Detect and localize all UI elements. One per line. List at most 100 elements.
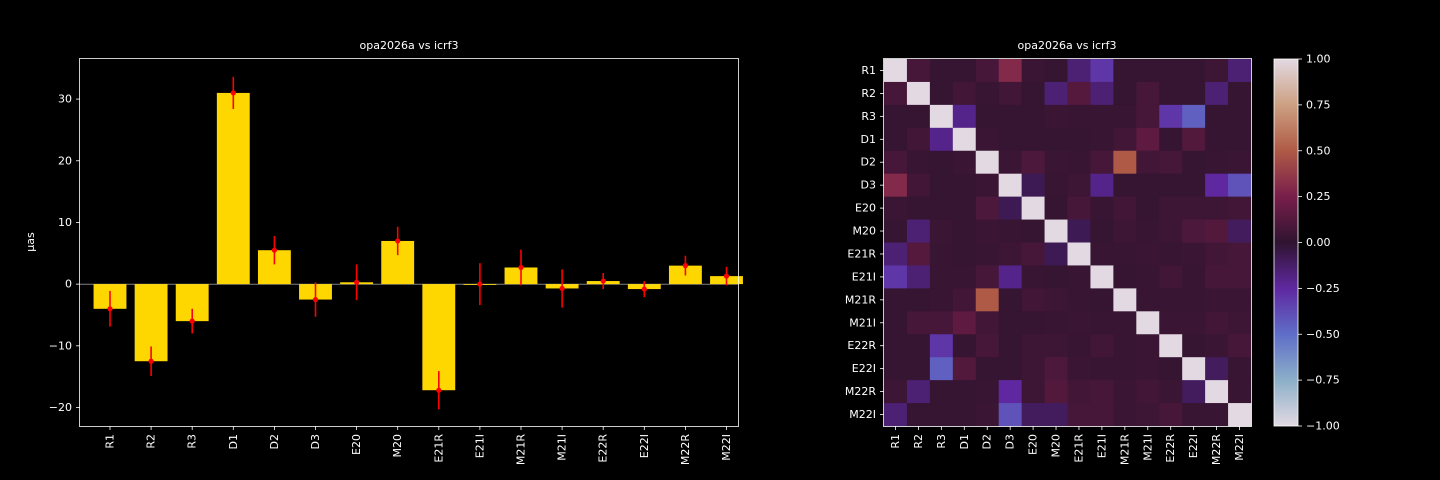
heatmap-cell-R2-E22R (1159, 81, 1183, 106)
heatmap-cell-D1-E22R (1159, 127, 1183, 152)
heatmap-cell-M20-D2 (975, 219, 1000, 243)
heatmap-chart: opa2026a vs icrf3 R1 R2 R3 D1 D2 D3 E20 M20 E21R… (845, 39, 1340, 465)
heatmap-cell-E21R-E21R (1067, 242, 1091, 266)
heatmap-cell-E22I-R3 (929, 357, 954, 381)
heatmap-cell-D2-D3 (998, 150, 1023, 175)
bar-series (93, 92, 743, 391)
heatmap-cell-R1-D3 (998, 59, 1023, 83)
heatmap-cell-D2-E21I (1090, 150, 1114, 175)
heatmap-cell-E21I-M21R (1113, 265, 1137, 289)
row-label-E21R: E21R (847, 247, 876, 260)
heatmap-cell-E20-E22R (1159, 196, 1183, 220)
heatmap-cell-R3-R1 (884, 104, 908, 129)
heatmap-cell-D2-E22I (1182, 150, 1206, 175)
heatmap-cell-E20-R3 (929, 196, 954, 220)
heatmap-cell-M22R-E22I (1182, 380, 1206, 404)
heatmap-cell-M21I-E22I (1182, 311, 1206, 335)
heatmap-cell-M21I-M21R (1113, 311, 1137, 335)
heatmap-cell-M22I-M22R (1205, 403, 1229, 427)
heatmap-cell-R2-M22I (1228, 81, 1252, 106)
heatmap-row-labels: R1 R2 R3 D1 D2 D3 E20 M20 E21R E21I M21R M21I E22R E2… (845, 64, 884, 421)
heatmap-cell-D1-M21R (1113, 127, 1137, 152)
point-M22R (682, 263, 689, 269)
heatmap-cell-D3-M20 (1044, 173, 1068, 198)
heatmap-cell-E21R-M22R (1205, 242, 1229, 266)
bar-plot-frame (79, 58, 739, 427)
heatmap-cell-E21I-E20 (1021, 265, 1045, 289)
heatmap-cell-M20-D1 (952, 219, 977, 243)
heatmap-cell-M20-R2 (906, 219, 931, 243)
heatmap-cell-D1-R1 (884, 127, 908, 152)
heatmap-cell-D3-E21R (1067, 173, 1091, 198)
point-M22I (723, 273, 730, 279)
heatmap-cell-M22I-R3 (929, 403, 954, 427)
heatmap-cell-M21R-D3 (998, 288, 1023, 312)
heatmap-cell-E21I-E22R (1159, 265, 1183, 289)
point-E22I (641, 286, 647, 292)
heatmap-cell-M22I-R2 (906, 403, 931, 427)
x-tick-label-D2: D2 (268, 434, 281, 449)
heatmap-cell-D1-E21R (1067, 127, 1091, 152)
point-M21I (559, 285, 565, 292)
heatmap-cell-R1-E21R (1067, 59, 1091, 83)
heatmap-cell-R2-D3 (998, 81, 1023, 106)
heatmap-cell-D2-E20 (1021, 150, 1045, 175)
heatmap-cell-R3-D1 (952, 104, 977, 129)
row-label-R1: R1 (861, 64, 876, 77)
heatmap-cell-E22I-M22I (1228, 357, 1252, 381)
y-tick-label: 10 (58, 216, 72, 229)
heatmap-cell-M21R-M22I (1228, 288, 1252, 312)
heatmap-cell-E22R-D3 (998, 334, 1023, 358)
heatmap-cell-E22I-M22R (1205, 357, 1229, 381)
heatmap-cell-R2-D2 (975, 81, 1000, 106)
heatmap-cell-M21I-M20 (1044, 311, 1068, 335)
heatmap-cell-E22I-E20 (1021, 357, 1045, 381)
row-label-M20: M20 (853, 225, 877, 238)
colorbar-tick-label: −0.25 (1306, 282, 1340, 295)
heatmap-cell-M21I-E21I (1090, 311, 1114, 335)
y-tick-label: −10 (49, 339, 72, 352)
heatmap-cell-D2-E21R (1067, 150, 1091, 175)
colorbar-tick-label: 0.00 (1306, 236, 1331, 249)
heatmap-cell-D2-R2 (906, 150, 931, 175)
heatmap-cell-E22R-E21R (1067, 334, 1091, 358)
heatmap-cell-E20-E21I (1090, 196, 1114, 220)
heatmap-cell-D1-R2 (906, 127, 931, 152)
point-R3 (189, 318, 195, 324)
heatmap-cell-R1-E22I (1182, 59, 1206, 83)
row-label-M22I: M22I (849, 408, 876, 421)
x-tick-label-M22R: M22R (679, 434, 692, 465)
bar-chart-ylabel: μas (24, 232, 37, 252)
heatmap-cell-D3-E20 (1021, 173, 1045, 198)
heatmap-cell-E21R-E22R (1159, 242, 1183, 266)
heatmap-cell-R2-E21I (1090, 81, 1114, 106)
heatmap-cell-R1-R2 (906, 59, 931, 83)
col-label-M20: M20 (1050, 434, 1063, 458)
heatmap-cell-D1-D3 (998, 127, 1023, 152)
col-label-D2: D2 (981, 434, 994, 449)
heatmap-cell-M21I-D1 (952, 311, 977, 335)
x-tick-label-E21I: E21I (473, 434, 486, 458)
heatmap-cell-D3-R3 (929, 173, 954, 198)
row-label-D3: D3 (861, 179, 876, 192)
heatmap-cell-E20-D1 (952, 196, 977, 220)
heatmap-cell-M20-M22I (1228, 219, 1252, 243)
heatmap-cell-E21I-E21I (1090, 265, 1114, 289)
heatmap-cell-E22I-R2 (906, 357, 931, 381)
heatmap-cell-M20-E21I (1090, 219, 1114, 243)
heatmap-cell-E22R-M21I (1136, 334, 1160, 358)
heatmap-cell-M22I-D2 (975, 403, 1000, 427)
colorbar-tick-label: −1.00 (1306, 420, 1340, 433)
heatmap-title: opa2026a vs icrf3 (1018, 39, 1117, 52)
heatmap-cell-E22R-E22I (1182, 334, 1206, 358)
heatmap-cell-M22R-E22R (1159, 380, 1183, 404)
row-label-E21I: E21I (852, 270, 876, 283)
heatmap-cell-R2-R3 (929, 81, 954, 106)
heatmap-cell-M21I-E22R (1159, 311, 1183, 335)
heatmap-cell-E21R-M20 (1044, 242, 1068, 266)
heatmap-cell-M22R-M20 (1044, 380, 1068, 404)
heatmap-cell-E21R-M21I (1136, 242, 1160, 266)
row-label-M22R: M22R (845, 385, 876, 398)
heatmap-cell-D2-E22R (1159, 150, 1183, 175)
heatmap-cell-E20-R2 (906, 196, 931, 220)
